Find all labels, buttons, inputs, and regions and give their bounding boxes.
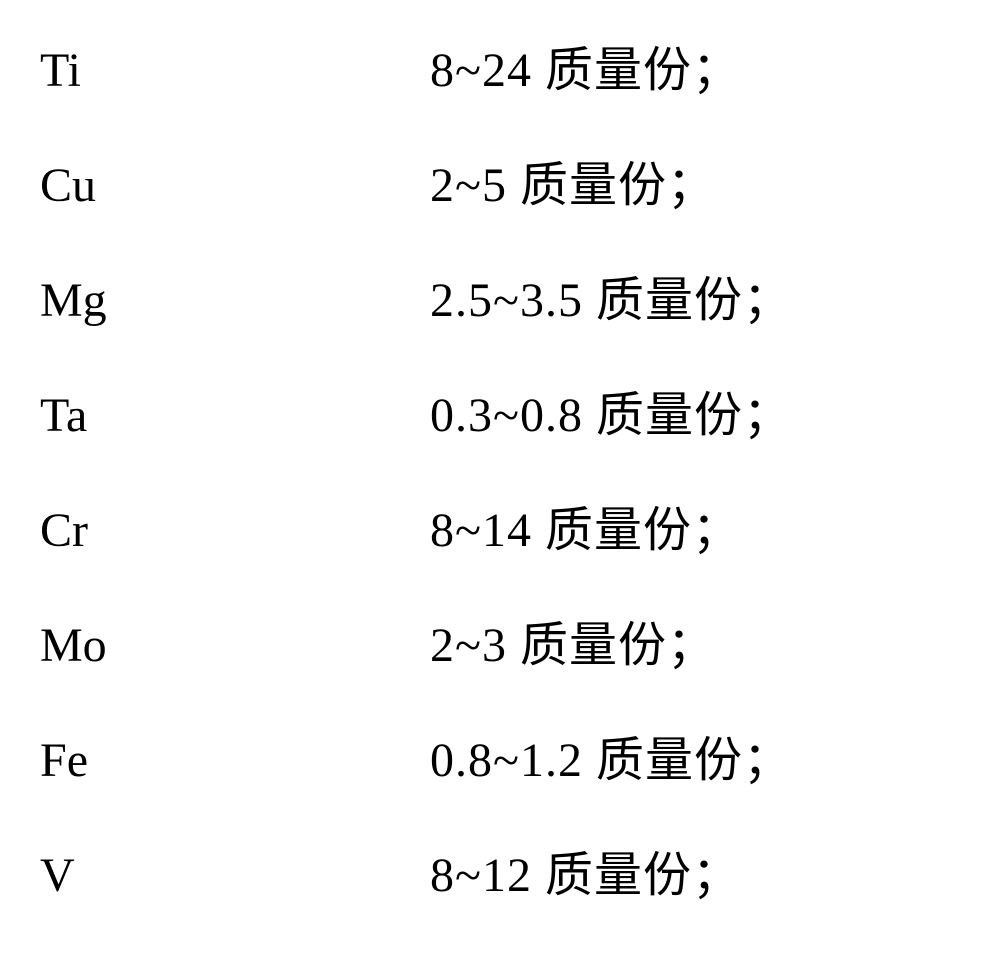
range-value: 8~12 [430, 849, 532, 902]
element-value: 8~12 质量份； [430, 835, 741, 905]
element-symbol: Fe [40, 733, 430, 788]
unit-label: 质量份； [545, 849, 741, 902]
element-symbol: V [40, 848, 430, 903]
table-row: Mo 2~3 质量份； [40, 605, 960, 720]
element-symbol: Ti [40, 43, 430, 98]
table-row: V 8~12 质量份； [40, 835, 960, 950]
range-value: 2~5 [430, 159, 507, 212]
unit-label: 质量份； [545, 504, 741, 557]
range-value: 8~24 [430, 44, 532, 97]
element-value: 8~24 质量份； [430, 30, 741, 100]
element-symbol: Mo [40, 618, 430, 673]
unit-label: 质量份； [596, 389, 792, 442]
table-row: Fe 0.8~1.2 质量份； [40, 720, 960, 835]
element-value: 0.3~0.8 质量份； [430, 375, 792, 445]
element-symbol: Cr [40, 503, 430, 558]
range-value: 0.3~0.8 [430, 389, 583, 442]
element-value: 2.5~3.5 质量份； [430, 260, 792, 330]
range-value: 0.8~1.2 [430, 734, 583, 787]
element-symbol: Mg [40, 273, 430, 328]
unit-label: 质量份； [545, 44, 741, 97]
unit-label: 质量份； [520, 159, 716, 212]
table-row: Mg 2.5~3.5 质量份； [40, 260, 960, 375]
table-row: Cu 2~5 质量份； [40, 145, 960, 260]
element-value: 2~3 质量份； [430, 605, 716, 675]
range-value: 8~14 [430, 504, 532, 557]
unit-label: 质量份； [596, 274, 792, 327]
element-symbol: Ta [40, 388, 430, 443]
element-value: 2~5 质量份； [430, 145, 716, 215]
composition-table: Ti 8~24 质量份； Cu 2~5 质量份； Mg 2.5~3.5 质量份；… [40, 30, 960, 950]
element-value: 8~14 质量份； [430, 490, 741, 560]
table-row: Cr 8~14 质量份； [40, 490, 960, 605]
element-value: 0.8~1.2 质量份； [430, 720, 792, 790]
range-value: 2~3 [430, 619, 507, 672]
range-value: 2.5~3.5 [430, 274, 583, 327]
table-row: Ti 8~24 质量份； [40, 30, 960, 145]
table-row: Ta 0.3~0.8 质量份； [40, 375, 960, 490]
unit-label: 质量份； [520, 619, 716, 672]
unit-label: 质量份； [596, 734, 792, 787]
element-symbol: Cu [40, 158, 430, 213]
